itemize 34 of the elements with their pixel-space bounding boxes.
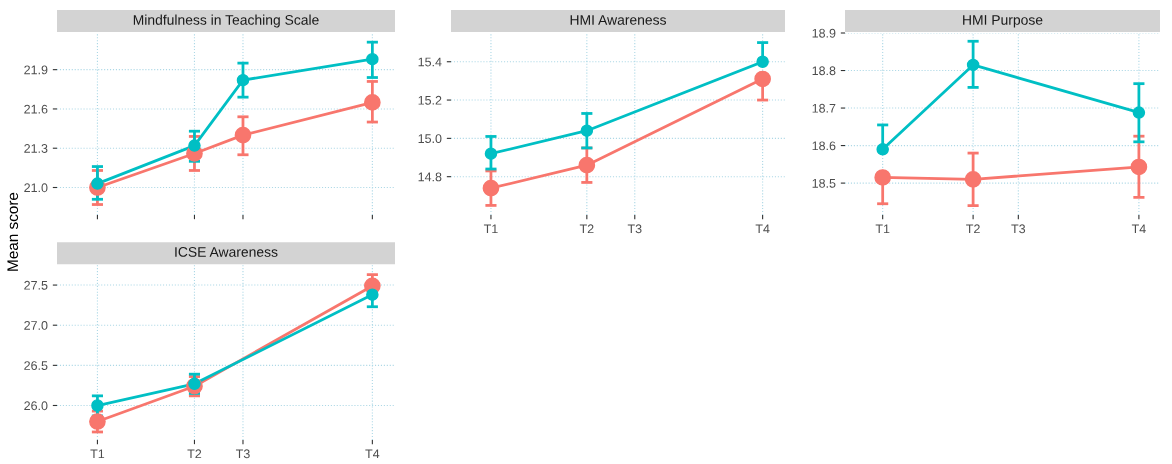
x-tick-label: T2: [966, 224, 980, 234]
y-tick-label: 15.4: [418, 57, 442, 67]
y-tick-label: 15.2: [418, 95, 442, 105]
y-tick-label: 21.0: [24, 183, 48, 193]
y-tick-label: 18.9: [812, 28, 836, 38]
y-tick-label: 27.0: [24, 321, 48, 330]
y-tick-label: 15.0: [418, 134, 442, 144]
chart-title: HMI Awareness: [570, 15, 667, 25]
x-tick-label: T2: [187, 449, 202, 459]
y-tick-label: 27.5: [24, 280, 48, 290]
x-tick-label: T3: [235, 449, 250, 459]
y-tick-label: 26.5: [24, 361, 48, 370]
chart-title: Mindfulness in Teaching Scale: [133, 14, 319, 28]
y-tick-label: 14.8: [418, 172, 442, 182]
y-tick-label: 18.6: [812, 141, 836, 151]
y-tick-label: 21.3: [24, 144, 48, 153]
x-tick-label: T4: [365, 449, 380, 459]
x-tick-label: T1: [483, 224, 498, 234]
chart-title: ICSE Awareness: [175, 247, 278, 257]
y-tick-label: 18.7: [812, 103, 836, 113]
x-tick-label: T1: [90, 449, 105, 459]
x-tick-label: T2: [579, 224, 594, 234]
x-tick-label: T1: [875, 224, 890, 234]
y-tick-label: 18.5: [812, 178, 836, 188]
y-tick-label: 21.6: [24, 104, 48, 114]
x-tick-label: T3: [627, 224, 642, 234]
y-axis-title: Mean score: [7, 192, 19, 271]
x-tick-label: T3: [1011, 224, 1026, 234]
y-tick-label: 18.8: [812, 66, 836, 76]
x-tick-label: T4: [755, 224, 770, 234]
y-tick-label: 21.9: [24, 65, 48, 75]
chart-title: HMI Purpose: [963, 15, 1043, 28]
y-tick-label: 26.0: [24, 401, 48, 411]
x-tick-label: T4: [1131, 224, 1146, 234]
